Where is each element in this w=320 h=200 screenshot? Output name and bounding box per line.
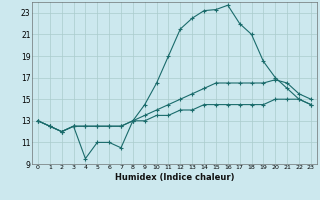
X-axis label: Humidex (Indice chaleur): Humidex (Indice chaleur) bbox=[115, 173, 234, 182]
